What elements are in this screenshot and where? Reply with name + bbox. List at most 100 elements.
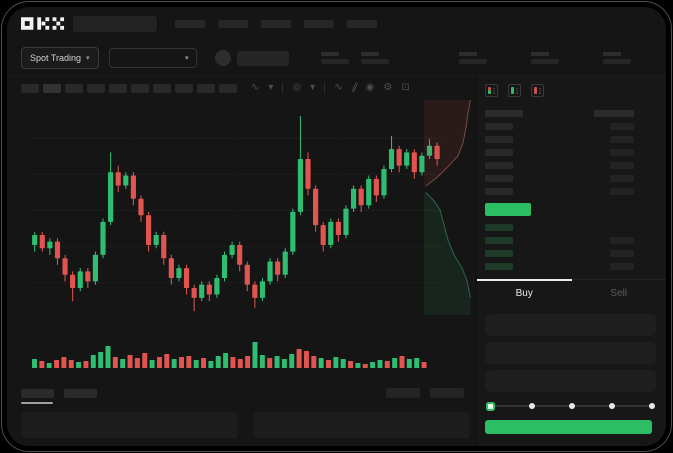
orderbook-ask-row[interactable] (485, 120, 634, 133)
nav-item[interactable] (261, 20, 291, 28)
nav-item[interactable] (218, 20, 248, 28)
orderbook-header-row (485, 107, 634, 120)
book-color-bar (534, 87, 537, 94)
book-line (516, 87, 518, 89)
slider-stop[interactable] (569, 403, 575, 409)
stat-group (320, 52, 389, 64)
book-bids-icon[interactable] (508, 84, 521, 97)
market-stat (458, 52, 487, 64)
interval-button[interactable] (43, 83, 61, 93)
nav-item[interactable] (347, 20, 377, 28)
interval-button[interactable] (153, 83, 171, 93)
order-form-input[interactable] (485, 342, 656, 364)
nav-item[interactable] (304, 20, 334, 28)
bottom-tab[interactable] (21, 388, 54, 404)
amount-slider[interactable] (485, 400, 656, 412)
orderbook-ask-row[interactable] (485, 146, 634, 159)
market-stat (530, 52, 559, 64)
orderbook-ask-row[interactable] (485, 159, 634, 172)
chart-type-icon[interactable]: ∿ (251, 82, 260, 93)
bottom-tab[interactable] (64, 388, 97, 398)
chart-area[interactable] (21, 100, 476, 382)
orderbook-ask-row[interactable] (485, 133, 634, 146)
slider-handle[interactable] (486, 401, 495, 411)
bid-price-placeholder (485, 250, 513, 257)
ruler-icon[interactable]: ∥ (349, 81, 359, 94)
stat-label-placeholder (320, 52, 339, 56)
interval-button[interactable] (87, 83, 105, 93)
indicator-icon[interactable]: ◎ (292, 82, 302, 93)
ask-price-placeholder (485, 162, 513, 169)
interval-button[interactable] (197, 83, 215, 93)
order-form-input[interactable] (485, 370, 656, 392)
toolbar-divider (324, 82, 326, 94)
stat-group (458, 52, 631, 64)
orderbook-ask-row[interactable] (485, 172, 634, 185)
settings-icon[interactable]: ⚙ (383, 82, 393, 93)
interval-button[interactable] (131, 83, 149, 93)
chevron-down-icon[interactable]: ▾ (268, 82, 274, 93)
orderbook-bid-row[interactable] (485, 247, 634, 260)
slider-stop[interactable] (609, 403, 615, 409)
book-color-bar (511, 87, 514, 94)
bid-amount-placeholder (610, 237, 634, 244)
orderbook-bid-row[interactable] (485, 234, 634, 247)
ask-price-placeholder (485, 149, 513, 156)
slider-stop[interactable] (529, 403, 535, 409)
slider-stops (485, 401, 656, 411)
stat-value-placeholder (360, 59, 389, 64)
book-line (493, 92, 495, 94)
orderbook-rows (485, 107, 656, 273)
orderbook-bid-row[interactable] (485, 260, 634, 273)
orderbook-ask-row[interactable] (485, 185, 634, 198)
book-lines (493, 87, 495, 94)
pair-name-placeholder (236, 50, 289, 66)
ask-amount-placeholder (610, 188, 634, 195)
market-stat (360, 52, 389, 64)
ask-price-placeholder (485, 188, 513, 195)
bottom-action-button[interactable] (430, 388, 464, 398)
chevron-down-icon[interactable]: ▾ (310, 82, 316, 93)
camera-icon[interactable]: ◉ (365, 82, 375, 93)
orderbook-bid-row[interactable] (485, 221, 634, 234)
ask-price-placeholder (485, 123, 513, 130)
bid-price-placeholder (485, 263, 513, 270)
book-line (493, 89, 495, 92)
ask-price-placeholder (485, 175, 513, 182)
chart-toolbar: ∿ ▾ ◎ ▾ ∿ ∥ ◉ ⚙ ⊡ (21, 76, 476, 100)
last-price-badge[interactable] (485, 203, 531, 216)
stat-label-placeholder (602, 52, 621, 56)
bid-price-placeholder (485, 237, 513, 244)
bottom-panels (21, 412, 470, 438)
interval-button[interactable] (65, 83, 83, 93)
book-lines (516, 87, 518, 94)
tab-sell[interactable]: Sell (610, 287, 628, 299)
stat-label-placeholder (458, 52, 477, 56)
book-combined-icon[interactable] (485, 84, 498, 97)
fullscreen-icon[interactable]: ⊡ (401, 82, 410, 93)
order-form (485, 314, 656, 392)
sub-header: Spot Trading ▾ ▾ (7, 41, 666, 76)
interval-button[interactable] (21, 83, 39, 93)
slider-stop[interactable] (649, 403, 655, 409)
order-form-input[interactable] (485, 314, 656, 336)
trade-side-tabs: Buy Sell (477, 279, 666, 306)
interval-button[interactable] (219, 83, 237, 93)
market-stat (602, 52, 631, 64)
pair-dropdown[interactable]: ▾ (108, 48, 197, 68)
market-selector-button[interactable]: Spot Trading ▾ (21, 47, 99, 69)
amount-column-header (594, 110, 634, 117)
trendline-tool-icon[interactable]: ∿ (334, 82, 343, 93)
candlestick-chart[interactable] (29, 102, 443, 321)
buy-button[interactable] (485, 420, 652, 434)
interval-button[interactable] (109, 83, 127, 93)
nav-item[interactable] (175, 20, 205, 28)
interval-button[interactable] (175, 83, 193, 93)
book-line (493, 87, 495, 89)
tab-buy[interactable]: Buy (477, 279, 572, 306)
trading-app: OKX Spot Trading ▾ ▾ ∿ ▾ ◎ ▾ ∿ ∥ ◉ ⚙ ⊡ (7, 7, 666, 446)
bottom-action-button[interactable] (386, 388, 420, 398)
book-asks-icon[interactable] (531, 84, 544, 97)
ask-amount-placeholder (610, 162, 634, 169)
